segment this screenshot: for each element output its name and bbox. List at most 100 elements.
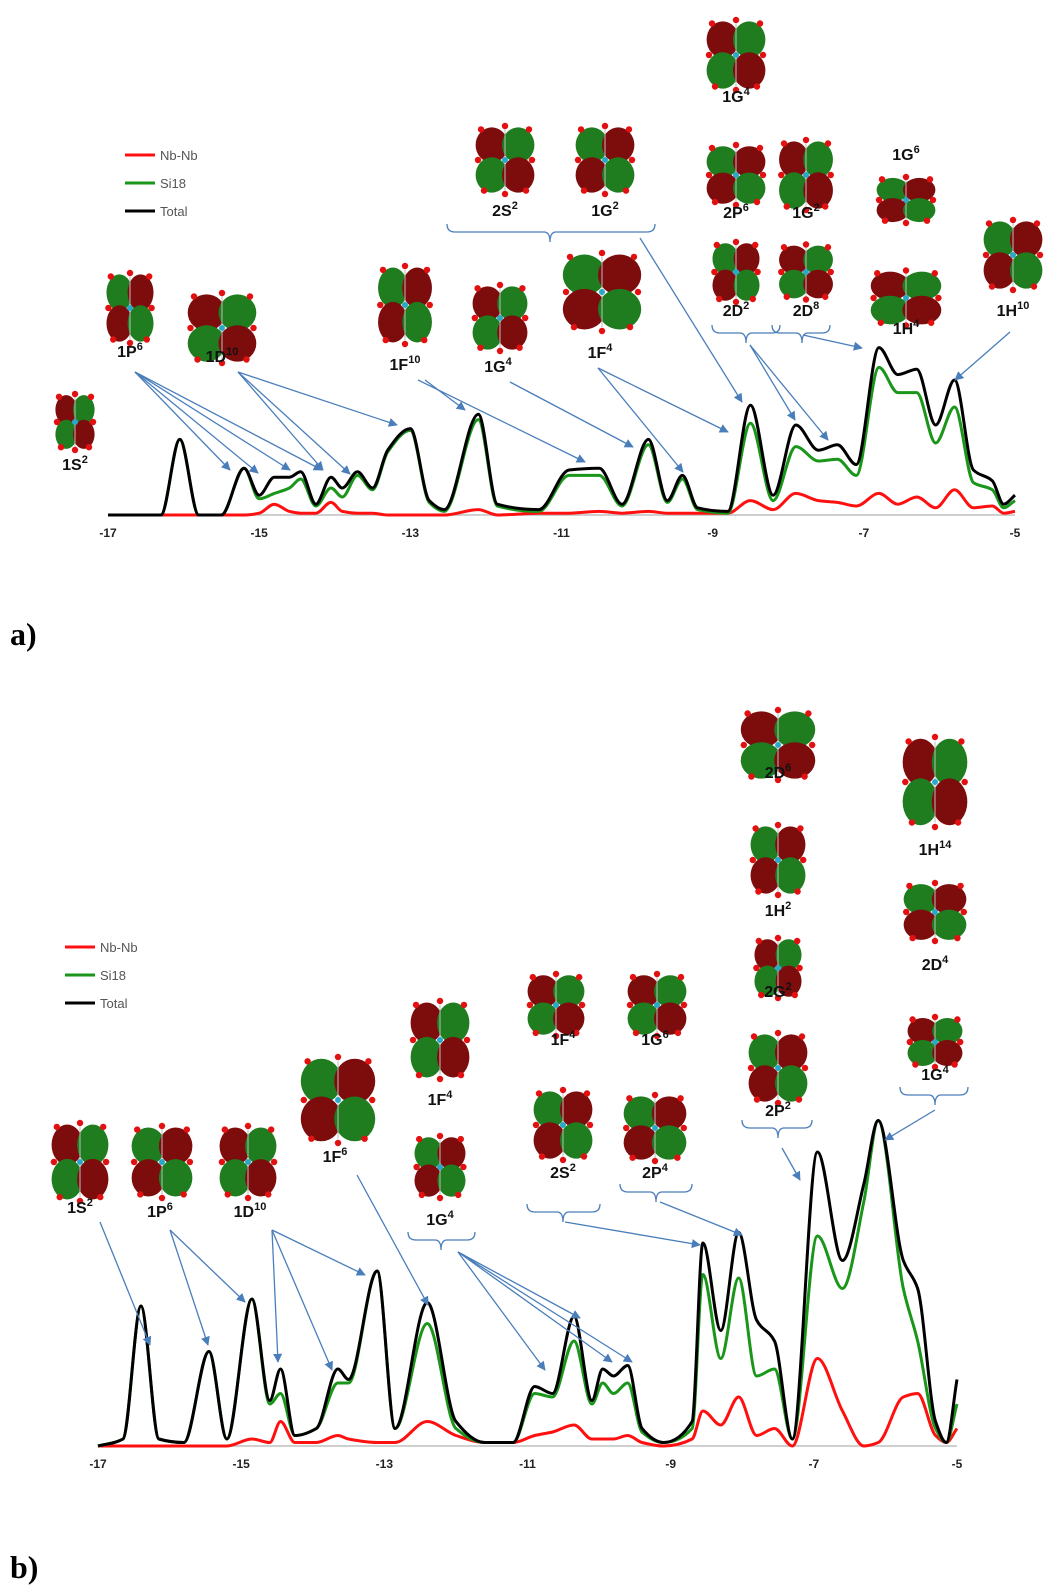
atom	[496, 281, 504, 289]
orbital-lobe	[497, 286, 528, 321]
atom	[759, 51, 767, 59]
orbital-image	[532, 1086, 594, 1164]
x-tick-label: -13	[376, 1457, 394, 1471]
atom	[1009, 286, 1017, 294]
atom	[902, 219, 910, 227]
orbital-lobe	[218, 294, 257, 331]
atom	[951, 1061, 958, 1068]
orbital-label: 1G4	[426, 1209, 454, 1229]
atom	[932, 1039, 938, 1045]
atom	[802, 206, 810, 214]
atom	[926, 176, 934, 183]
atom	[522, 187, 530, 194]
arrow	[457, 1251, 633, 1363]
orbital-label: 1S2	[62, 454, 88, 474]
atom	[436, 1075, 444, 1083]
legend-label: Si18	[160, 176, 186, 191]
orbital-label: 2D6	[765, 762, 792, 782]
orbital-lobe	[300, 1058, 342, 1104]
atom	[55, 393, 63, 400]
arrow	[99, 1221, 152, 1346]
x-tick-label: -17	[99, 526, 117, 540]
atom	[711, 83, 719, 90]
atom	[775, 1065, 781, 1071]
atom	[501, 122, 509, 130]
orbital-lobe	[654, 975, 687, 1008]
orbital-label: 1D10	[234, 1201, 267, 1221]
orbital-lobe	[902, 271, 942, 301]
legend-label: Total	[100, 996, 128, 1011]
atom	[758, 991, 765, 999]
atom	[906, 882, 913, 890]
atom	[525, 126, 533, 133]
orbital-label-sup: 4	[448, 1209, 455, 1221]
arrow	[134, 371, 291, 471]
atom	[756, 20, 764, 27]
atom	[268, 1126, 275, 1133]
orbital-lobe	[623, 1125, 659, 1160]
orbital-image	[187, 289, 257, 367]
atom	[912, 1061, 919, 1068]
legend-label: Total	[160, 204, 188, 219]
atom	[107, 273, 115, 280]
atom	[733, 172, 739, 178]
atom	[680, 1124, 687, 1132]
atom	[224, 1191, 231, 1198]
atom	[822, 203, 829, 210]
atom	[570, 323, 578, 331]
orbital-lobe	[983, 221, 1016, 258]
orbital-label: 1H10	[997, 300, 1030, 320]
atom	[110, 336, 117, 343]
orbital-image	[409, 997, 471, 1083]
orbital-lobe	[627, 1002, 660, 1035]
atom	[158, 1122, 166, 1130]
orbital-lobe	[932, 1018, 963, 1044]
atom	[759, 171, 767, 179]
atom	[753, 964, 760, 972]
atom	[935, 294, 942, 302]
orbital-label-text: 1F	[323, 1149, 342, 1166]
orbital-label: 2D4	[922, 954, 949, 974]
orbital-image	[474, 122, 536, 198]
orbital-lobe	[754, 939, 781, 971]
atom	[805, 710, 812, 717]
atom	[436, 1194, 444, 1202]
orbital-label-text: 2D	[765, 765, 785, 782]
orbital-label-sup: 6	[167, 1201, 173, 1213]
orbital-lobe	[779, 141, 809, 178]
orbital-lobe	[245, 1127, 277, 1165]
bracket	[741, 1119, 813, 1139]
orbital-label-sup: 4	[569, 1029, 576, 1041]
atom	[960, 908, 967, 916]
atom	[599, 289, 605, 295]
orbital-label-text: 2D	[922, 957, 942, 974]
atom	[552, 970, 560, 978]
atom	[377, 301, 384, 309]
legend-label: Nb-Nb	[100, 940, 138, 955]
orbital-lobe	[127, 274, 154, 311]
orbital-label-sup: 2	[785, 900, 791, 912]
orbital-lobe	[414, 1137, 443, 1170]
atom	[674, 1029, 682, 1037]
arrow	[564, 1221, 701, 1249]
atom	[566, 253, 574, 261]
orbital-image	[623, 1091, 687, 1165]
atom	[102, 1158, 110, 1166]
atom	[437, 1164, 443, 1170]
orbital-lobe	[575, 127, 608, 163]
orbital-lobe	[378, 301, 408, 343]
orbital-lobe	[410, 1002, 443, 1044]
atom	[77, 1159, 83, 1165]
orbital-image	[906, 1013, 964, 1071]
orbital-label: 1D10	[206, 346, 239, 366]
orbital-image	[574, 122, 636, 198]
atom	[126, 339, 134, 347]
orbital-lobe	[750, 857, 781, 894]
bracket	[446, 223, 656, 243]
orbital-lobe	[775, 857, 806, 894]
orbital-lobe	[651, 1125, 687, 1160]
orbital-lobe	[562, 288, 607, 330]
atom	[415, 1071, 423, 1079]
orbital-lobe	[748, 1065, 781, 1102]
orbital-lobe	[472, 315, 503, 350]
